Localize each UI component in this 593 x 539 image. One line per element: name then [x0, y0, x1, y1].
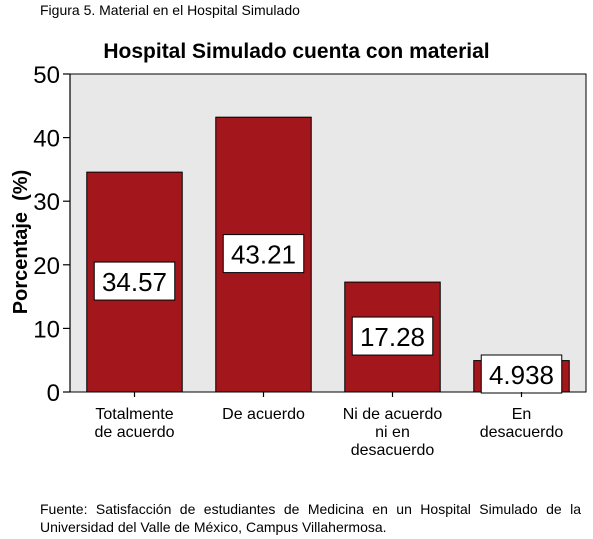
x-tick-label: desacuerdo	[351, 442, 435, 459]
data-label: 43.21	[231, 240, 296, 270]
chart-title: Hospital Simulado cuenta con material	[103, 40, 490, 63]
y-tick-label: 40	[33, 126, 60, 153]
x-tick-label: desacuerdo	[480, 424, 564, 441]
x-tick-label: Ni de acuerdo	[343, 406, 443, 423]
data-label-box	[351, 316, 434, 356]
figure-caption: Figura 5. Material en el Hospital Simula…	[40, 2, 300, 18]
x-tick-label: En	[512, 406, 532, 423]
data-label: 17.28	[360, 322, 425, 352]
y-axis-label: Porcentaje (%)	[10, 170, 32, 314]
data-label-box	[222, 234, 305, 274]
bar-chart: 0 10 20 30 40 50 34.57 43.21 17.28 4.938 Totalme…	[10, 62, 587, 459]
y-axis: 0 10 20 30 40 50	[33, 62, 71, 407]
data-label-box	[480, 354, 563, 394]
x-tick-label: de acuerdo	[94, 424, 174, 441]
source-note: Fuente: Satisfacción de estudiantes de M…	[40, 501, 581, 535]
y-tick-label: 20	[33, 253, 60, 280]
y-tick-label: 30	[33, 189, 60, 216]
x-tick-label: ni en	[375, 424, 410, 441]
x-tick-label: De acuerdo	[222, 406, 305, 423]
bars-group: 34.57 43.21 17.28 4.938	[86, 116, 570, 394]
data-label: 4.938	[489, 360, 554, 390]
y-tick-label: 50	[33, 62, 60, 89]
y-tick-label: 10	[33, 316, 60, 343]
x-tick-label: Totalmente	[95, 406, 173, 423]
y-tick-label: 0	[47, 380, 60, 407]
data-label-box	[93, 261, 176, 301]
data-label: 34.57	[102, 267, 167, 297]
